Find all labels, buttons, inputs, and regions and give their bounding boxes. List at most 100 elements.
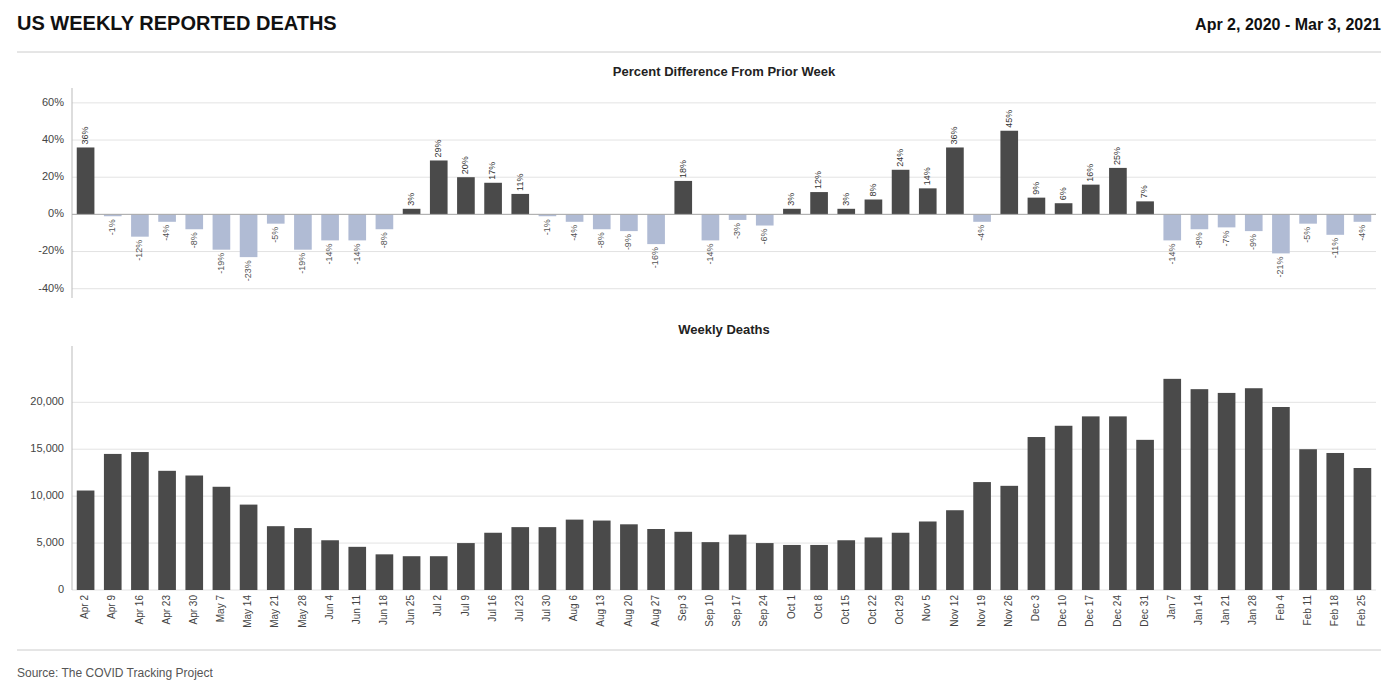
bar (131, 452, 149, 590)
bar (539, 527, 557, 590)
bar (892, 533, 910, 590)
bar (131, 214, 149, 236)
bar (1191, 389, 1209, 590)
data-label: -4% (976, 225, 986, 241)
chart-title: Weekly Deaths (678, 322, 770, 337)
chart-title: Percent Difference From Prior Week (613, 64, 836, 79)
data-label: -12% (134, 240, 144, 261)
data-label: -8% (596, 232, 606, 248)
x-tick-label: Nov 26 (1003, 595, 1014, 627)
divider (17, 650, 1381, 651)
x-tick-label: Jul 23 (514, 595, 525, 622)
x-tick-label: Jul 2 (432, 595, 443, 617)
bar (919, 521, 937, 590)
data-label: -19% (297, 253, 307, 274)
data-label: 24% (895, 149, 905, 167)
y-tick-label: 10,000 (30, 489, 64, 501)
data-label: 25% (1112, 147, 1122, 165)
bar (865, 537, 883, 590)
bar (321, 214, 339, 240)
bar (810, 545, 828, 590)
x-tick-label: Dec 17 (1084, 595, 1095, 627)
x-tick-label: Oct 1 (786, 595, 797, 619)
bar (647, 529, 665, 590)
data-label: 14% (922, 167, 932, 185)
y-tick-label: 0 (58, 583, 64, 595)
x-tick-label: Aug 27 (650, 595, 661, 627)
bar (783, 545, 801, 590)
data-label: 45% (1004, 110, 1014, 128)
bar (1245, 214, 1263, 231)
bar (457, 177, 475, 214)
bar (511, 194, 529, 214)
data-label: -11% (1330, 238, 1340, 258)
bar (1136, 440, 1154, 590)
bar (946, 510, 964, 590)
bar (620, 524, 638, 590)
bar (620, 214, 638, 231)
data-label: 36% (80, 126, 90, 144)
bar (403, 556, 421, 590)
bar (511, 527, 529, 590)
bar (1055, 426, 1073, 590)
data-label: -8% (1194, 232, 1204, 248)
bar (1272, 214, 1290, 253)
bar (267, 526, 285, 590)
bar (729, 214, 747, 220)
bar (674, 181, 692, 214)
x-tick-label: Apr 30 (188, 595, 199, 625)
bar (1000, 486, 1018, 590)
data-label: 29% (433, 139, 443, 157)
bar (430, 556, 448, 590)
x-tick-label: Jun 4 (324, 595, 335, 620)
x-tick-label: Jul 9 (460, 595, 471, 617)
bar (1326, 214, 1344, 234)
bar (403, 209, 421, 215)
bar (756, 214, 774, 225)
x-tick-label: Jan 21 (1220, 595, 1231, 625)
x-tick-label: Oct 8 (813, 595, 824, 619)
y-tick-label: -40% (38, 282, 64, 294)
bar (729, 535, 747, 590)
bar (1326, 453, 1344, 590)
data-label: 36% (949, 126, 959, 144)
data-label: 8% (868, 183, 878, 196)
x-tick-label: Aug 6 (568, 595, 579, 622)
data-label: 17% (487, 162, 497, 180)
bar (837, 540, 855, 590)
data-label: -8% (189, 232, 199, 248)
bar (1082, 416, 1100, 590)
bar (1245, 388, 1263, 590)
bar (294, 528, 312, 590)
bar (1055, 203, 1073, 214)
x-tick-label: May 28 (297, 595, 308, 628)
data-label: -14% (1167, 243, 1177, 264)
x-tick-label: Feb 11 (1302, 595, 1313, 626)
x-tick-label: Jul 30 (541, 595, 552, 622)
bar (158, 214, 176, 221)
bar (674, 532, 692, 590)
source-note: Source: The COVID Tracking Project (17, 666, 214, 680)
bar (213, 487, 231, 590)
bars (77, 131, 1371, 257)
bar (702, 542, 720, 590)
data-label: 20% (460, 156, 470, 174)
page-subtitle: Apr 2, 2020 - Mar 3, 2021 (1195, 16, 1381, 33)
bar (158, 471, 176, 590)
x-tick-label: Feb 4 (1275, 595, 1286, 621)
bar (783, 209, 801, 215)
y-tick-label: 20% (42, 170, 64, 182)
bar (1299, 449, 1317, 590)
bar (457, 543, 475, 590)
bar (973, 482, 991, 590)
bar (430, 160, 448, 214)
data-label: 16% (1085, 164, 1095, 182)
bar (1136, 201, 1154, 214)
divider (17, 52, 1381, 53)
bar (1000, 131, 1018, 215)
x-tick-label: Jan 28 (1247, 595, 1258, 625)
data-label: -9% (623, 234, 633, 250)
x-tick-label: Sep 24 (758, 595, 769, 627)
bar (647, 214, 665, 244)
bar (376, 554, 394, 590)
